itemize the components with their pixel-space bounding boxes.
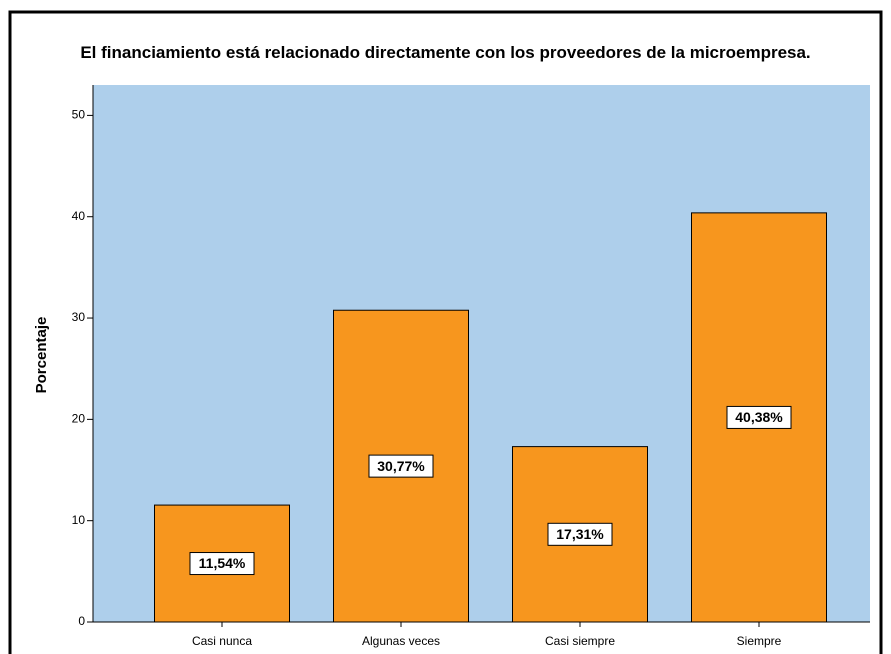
x-tick-label: Siempre [737,634,782,648]
y-tick-label: 40 [72,209,86,223]
x-tick-label: Algunas veces [362,634,440,648]
frame [8,10,883,654]
y-tick-label: 50 [72,108,86,122]
y-axis-label: Porcentaje [33,317,50,394]
value-label-box [726,405,792,429]
y-tick-label: 20 [72,412,86,426]
value-label: 11,54% [199,555,246,571]
value-label: 30,77% [377,458,425,474]
value-label-box [189,552,255,576]
value-label-box [368,454,434,478]
value-label: 17,31% [556,526,604,542]
value-label: 40,38% [735,409,783,425]
y-tick-label: 30 [72,310,86,324]
y-tick-label: 10 [72,513,86,527]
y-tick-label: 0 [78,614,85,628]
x-tick-label: Casi siempre [545,634,615,648]
chart-title: El financiamiento está relacionado direc… [80,43,811,62]
x-tick-label: Casi nunca [192,634,252,648]
value-label-box [547,522,613,546]
